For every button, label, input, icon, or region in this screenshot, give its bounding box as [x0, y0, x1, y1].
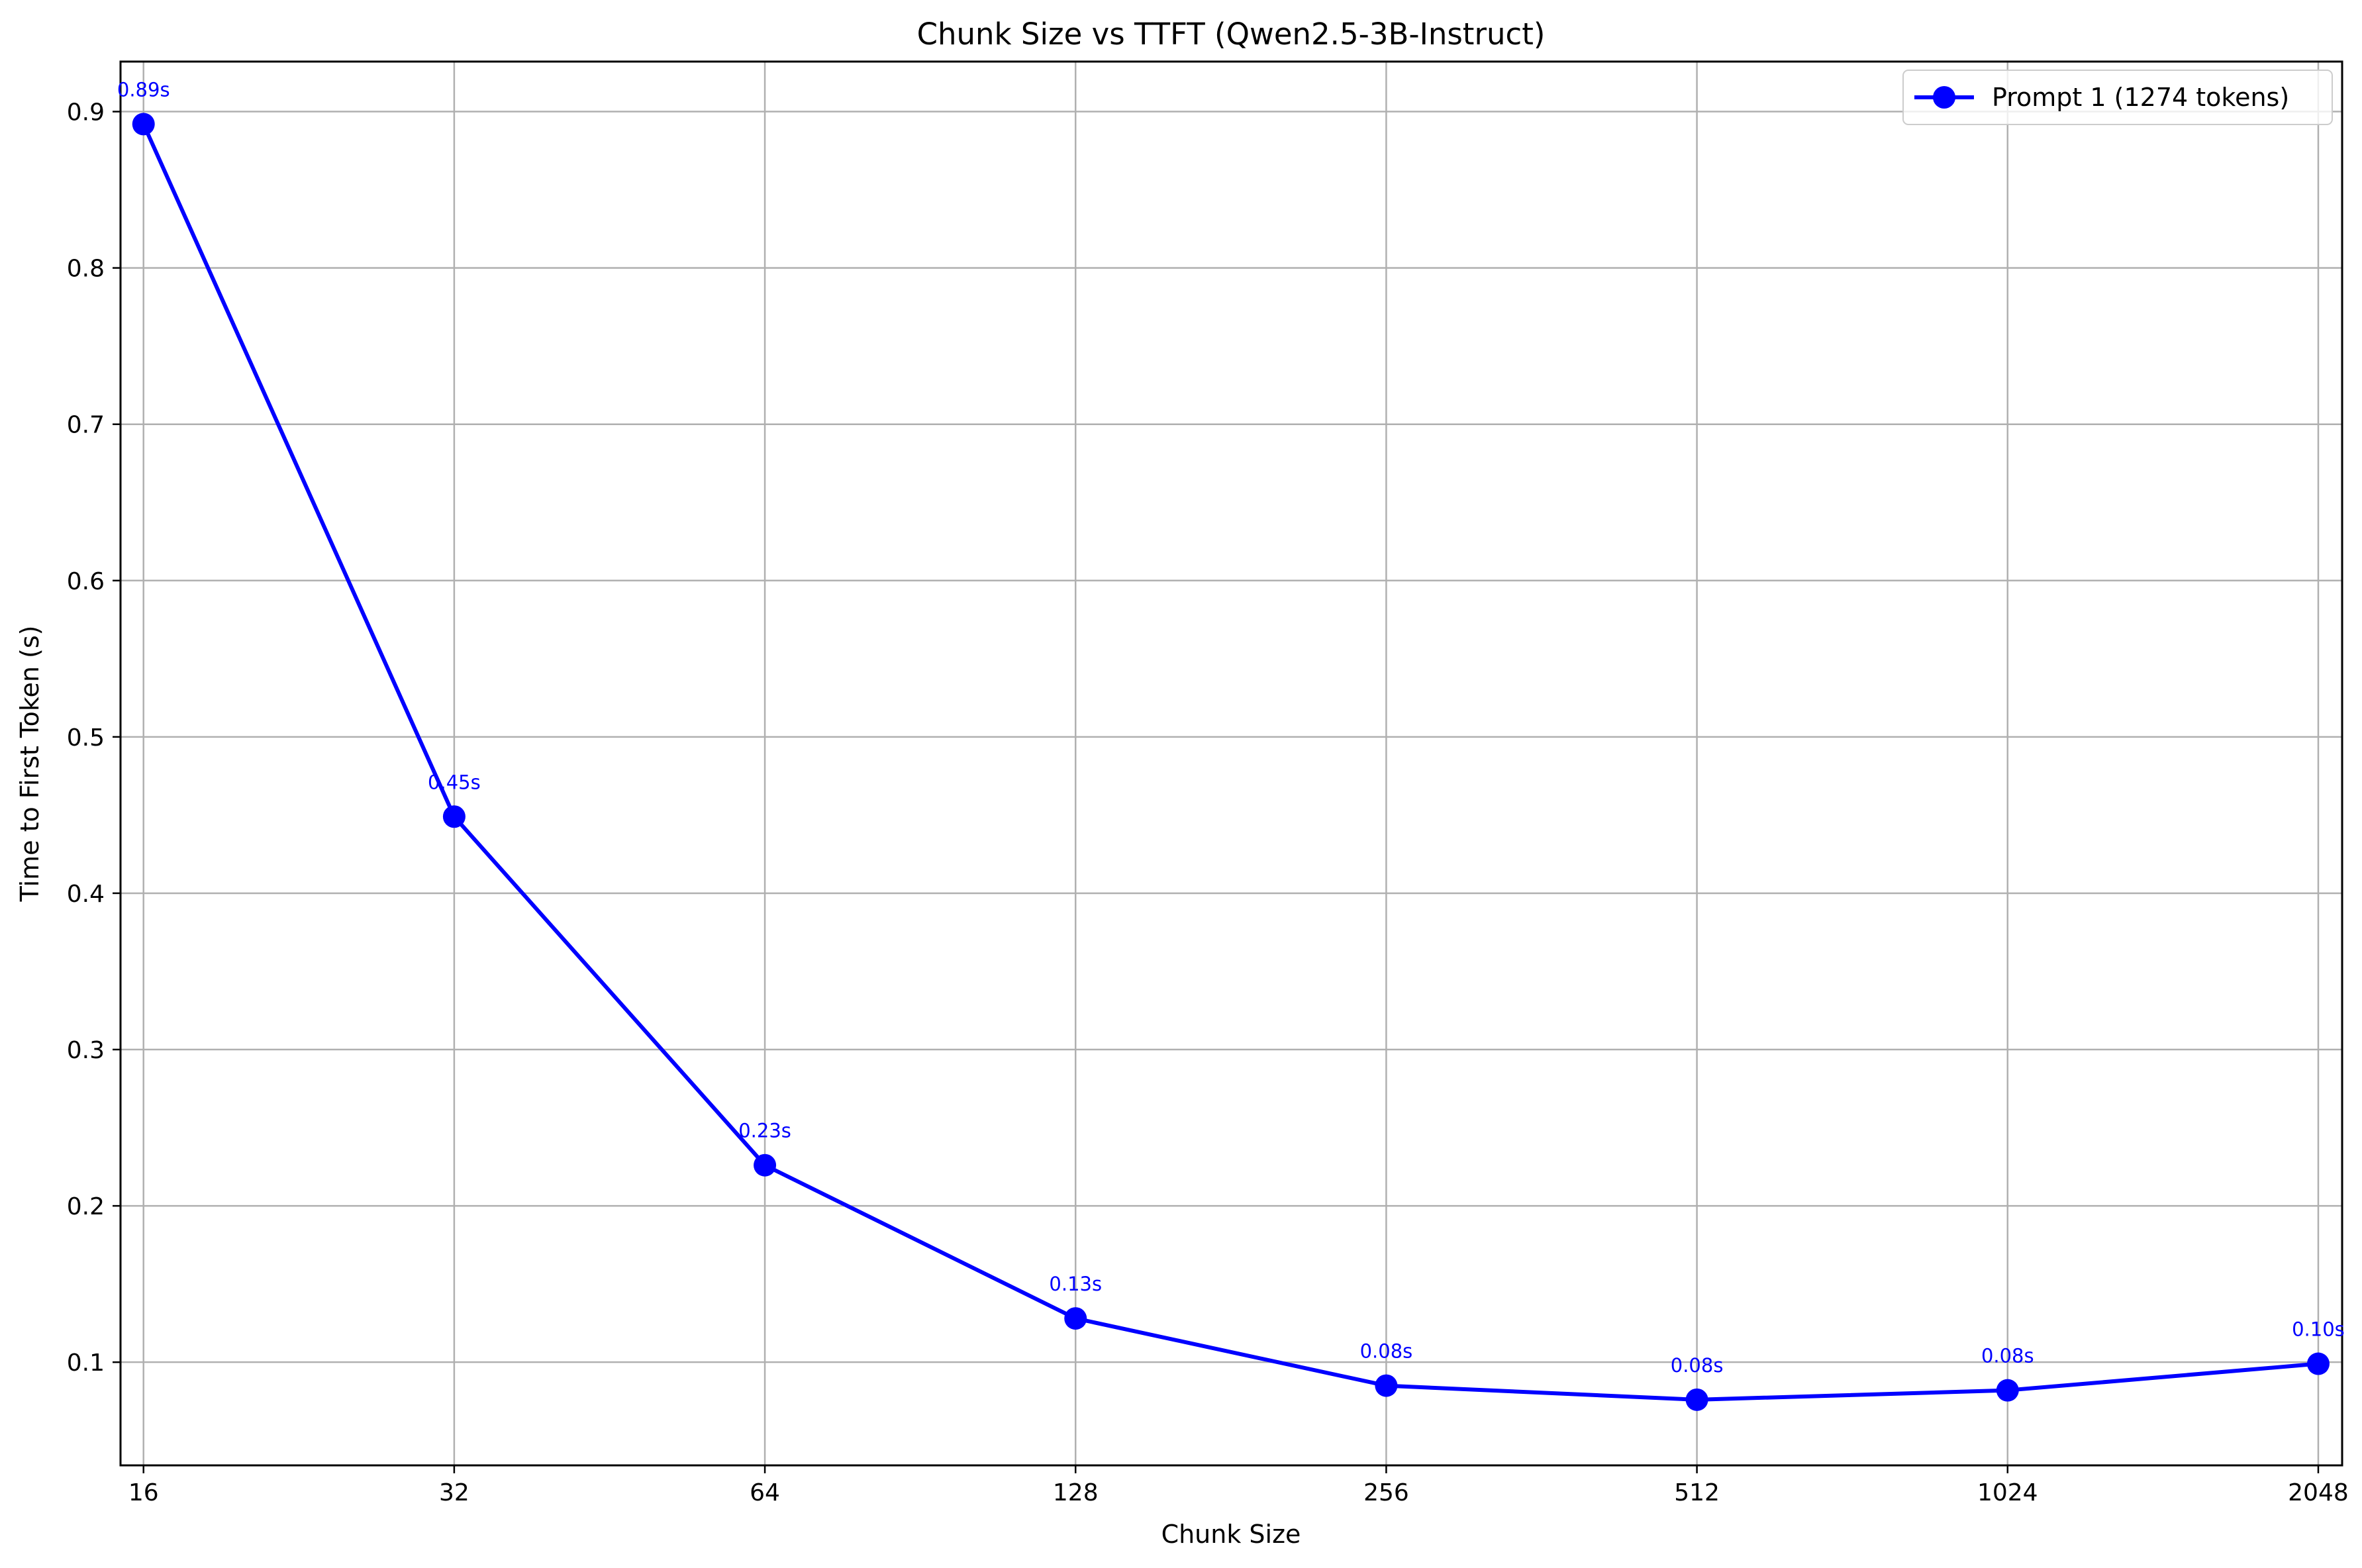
x-tick-label: 16: [128, 1479, 159, 1506]
data-label: 0.08s: [1360, 1340, 1413, 1363]
legend-box: [1902, 70, 2333, 125]
data-point: [1064, 1307, 1087, 1330]
data-label: 0.89s: [117, 78, 170, 101]
data-label: 0.08s: [1981, 1345, 2034, 1367]
data-label: 0.23s: [738, 1120, 791, 1142]
series-line: [141, 123, 2319, 1402]
data-labels: 0.89s 0.45s 0.23s 0.13s 0.08s 0.08s 0.08s 0.10s: [117, 78, 2345, 1376]
data-point: [132, 113, 155, 136]
series: [132, 113, 2330, 1411]
x-tick-label: 128: [1053, 1479, 1099, 1506]
data-label: 0.10s: [2292, 1318, 2345, 1341]
data-point: [1375, 1374, 1398, 1397]
data-point: [754, 1153, 777, 1177]
y-tick-label: 0.6: [67, 568, 105, 595]
data-point: [442, 805, 466, 828]
y-tick-label: 0.1: [67, 1349, 105, 1377]
y-tick-label: 0.9: [67, 99, 105, 126]
chart-title: Chunk Size vs TTFT (Qwen2.5-3B-Instruct): [917, 17, 1546, 52]
y-tick-label: 0.3: [67, 1037, 105, 1064]
plot-frame: [119, 60, 2343, 1467]
data-label: 0.45s: [428, 771, 481, 793]
data-label: 0.08s: [1671, 1354, 1724, 1377]
y-tick-label: 0.7: [67, 412, 105, 439]
data-point: [2306, 1352, 2330, 1375]
y-tick-label: 0.2: [67, 1193, 105, 1220]
legend: Prompt 1 (1274 tokens): [1902, 70, 2333, 125]
ticks: 16 32 64 128 256 512 1024 2048 0.1 0.2 0.3 0.4 0.5 0.…: [67, 99, 2349, 1506]
legend-circle-marker: [1933, 86, 1955, 109]
x-tick-label: 32: [439, 1479, 469, 1506]
x-tick-label: 256: [1363, 1479, 1409, 1506]
x-tick-label: 64: [750, 1479, 780, 1506]
data-point: [1685, 1388, 1708, 1411]
grid: [121, 62, 2342, 1465]
x-tick-label: 2048: [2288, 1479, 2349, 1506]
legend-entry-prompt-1: Prompt 1 (1274 tokens): [1992, 83, 2289, 112]
y-tick-label: 0.8: [67, 256, 105, 283]
y-tick-label: 0.5: [67, 724, 105, 752]
x-tick-label: 1024: [1977, 1479, 2038, 1506]
y-tick-label: 0.4: [67, 881, 105, 908]
x-tick-label: 512: [1674, 1479, 1720, 1506]
data-point: [1996, 1379, 2019, 1402]
x-axis-label: Chunk Size: [1161, 1520, 1301, 1549]
y-axis-label: Time to First Token (s): [15, 626, 44, 903]
data-label: 0.13s: [1049, 1273, 1102, 1295]
